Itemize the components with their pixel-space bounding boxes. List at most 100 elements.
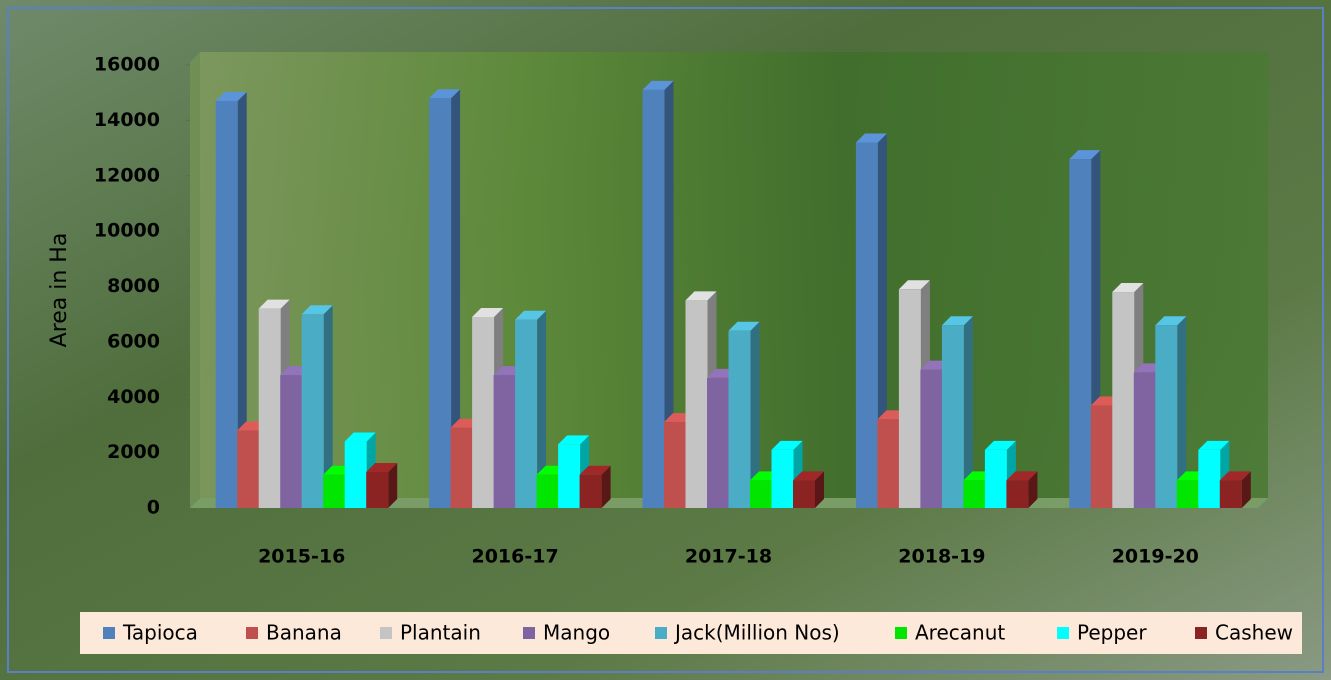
- y-tick-label: 4000: [107, 386, 160, 408]
- bar: [258, 308, 281, 508]
- y-tick-label: 14000: [94, 109, 160, 131]
- legend-label: Arecanut: [915, 621, 1005, 645]
- bar-top: [793, 471, 824, 481]
- bar-top: [642, 80, 674, 90]
- bar-side: [601, 465, 611, 508]
- legend-label: Jack(Million Nos): [673, 621, 840, 645]
- bar: [493, 375, 516, 508]
- bar: [941, 325, 964, 508]
- bar: [1006, 480, 1029, 508]
- bar: [323, 474, 346, 508]
- y-axis-label: Area in Ha: [47, 233, 72, 348]
- bar: [579, 474, 602, 508]
- bar: [1090, 405, 1113, 508]
- legend-label: Mango: [543, 621, 610, 645]
- y-tick-label: 16000: [94, 54, 160, 76]
- bar: [855, 142, 878, 508]
- side-wall: [190, 52, 200, 508]
- legend-label: Pepper: [1077, 621, 1147, 645]
- x-tick-label: 2016-17: [471, 546, 558, 568]
- bar-top: [685, 291, 717, 301]
- bar: [536, 474, 559, 508]
- bar: [280, 375, 303, 508]
- bar: [558, 444, 581, 508]
- bar: [1219, 480, 1242, 508]
- bar-top: [728, 321, 760, 331]
- bar-side: [1177, 316, 1187, 508]
- bar: [707, 377, 729, 508]
- bar: [237, 430, 260, 508]
- bar-top: [1112, 283, 1144, 293]
- bar-side: [750, 321, 760, 508]
- bar-side: [664, 80, 674, 508]
- bar-top: [1069, 150, 1101, 160]
- bar-side: [1028, 471, 1038, 508]
- bar: [898, 289, 921, 508]
- y-tick-label: 2000: [107, 441, 160, 463]
- y-tick-label: 12000: [94, 164, 160, 186]
- bar-top: [771, 440, 803, 450]
- bar: [793, 480, 815, 508]
- bar: [1133, 372, 1156, 508]
- bar: [685, 300, 708, 508]
- bar-top: [472, 307, 504, 317]
- bar: [1155, 325, 1178, 508]
- bar-top: [429, 89, 461, 99]
- bar-top: [301, 305, 333, 315]
- bar-side: [1241, 471, 1251, 508]
- bar: [642, 89, 665, 508]
- bar: [1112, 292, 1135, 508]
- legend-swatch: [103, 627, 115, 639]
- bar-side: [815, 471, 824, 508]
- bar-top: [941, 316, 973, 326]
- bar-side: [537, 310, 547, 508]
- bar: [728, 330, 751, 508]
- bar: [1176, 480, 1199, 508]
- bar-top: [984, 440, 1016, 450]
- bar-top: [579, 465, 611, 475]
- bar-top: [1219, 471, 1251, 481]
- frame: [7, 7, 1324, 673]
- y-tick-label: 8000: [107, 275, 160, 297]
- y-tick-label: 6000: [107, 330, 160, 352]
- bar-top: [1198, 440, 1230, 450]
- x-tick-label: 2019-20: [1112, 546, 1199, 568]
- legend-swatch: [1057, 627, 1069, 639]
- bar: [429, 98, 452, 508]
- bar: [963, 480, 986, 508]
- bar: [515, 319, 538, 508]
- bar: [877, 419, 900, 508]
- bar: [366, 472, 389, 508]
- bar: [771, 449, 794, 508]
- x-tick-label: 2017-18: [685, 546, 772, 568]
- legend-swatch: [523, 627, 535, 639]
- legend-swatch: [895, 627, 907, 639]
- y-tick-label: 10000: [94, 220, 160, 242]
- bar: [984, 449, 1007, 508]
- bar-side: [237, 91, 247, 509]
- bar: [472, 316, 495, 508]
- bar-top: [855, 133, 887, 143]
- bar-top: [344, 432, 376, 442]
- bar-side: [323, 305, 333, 508]
- legend-label: Cashew: [1215, 621, 1293, 645]
- y-tick-label: 0: [147, 497, 160, 519]
- bar-side: [388, 463, 398, 508]
- bar-top: [1155, 316, 1187, 326]
- bar: [1198, 449, 1221, 508]
- bar-top: [258, 299, 290, 309]
- bar-top: [515, 310, 547, 320]
- x-tick-label: 2015-16: [258, 546, 345, 568]
- legend-swatch: [655, 627, 667, 639]
- legend-label: Banana: [266, 621, 342, 645]
- bar: [215, 100, 238, 509]
- legend-label: Plantain: [400, 621, 481, 645]
- legend-swatch: [1195, 627, 1207, 639]
- bar-top: [558, 435, 590, 445]
- legend-label: Tapioca: [122, 621, 198, 645]
- bar-top: [1006, 471, 1038, 481]
- bar-side: [963, 316, 973, 508]
- bar-side: [451, 89, 461, 508]
- legend: [80, 612, 1302, 654]
